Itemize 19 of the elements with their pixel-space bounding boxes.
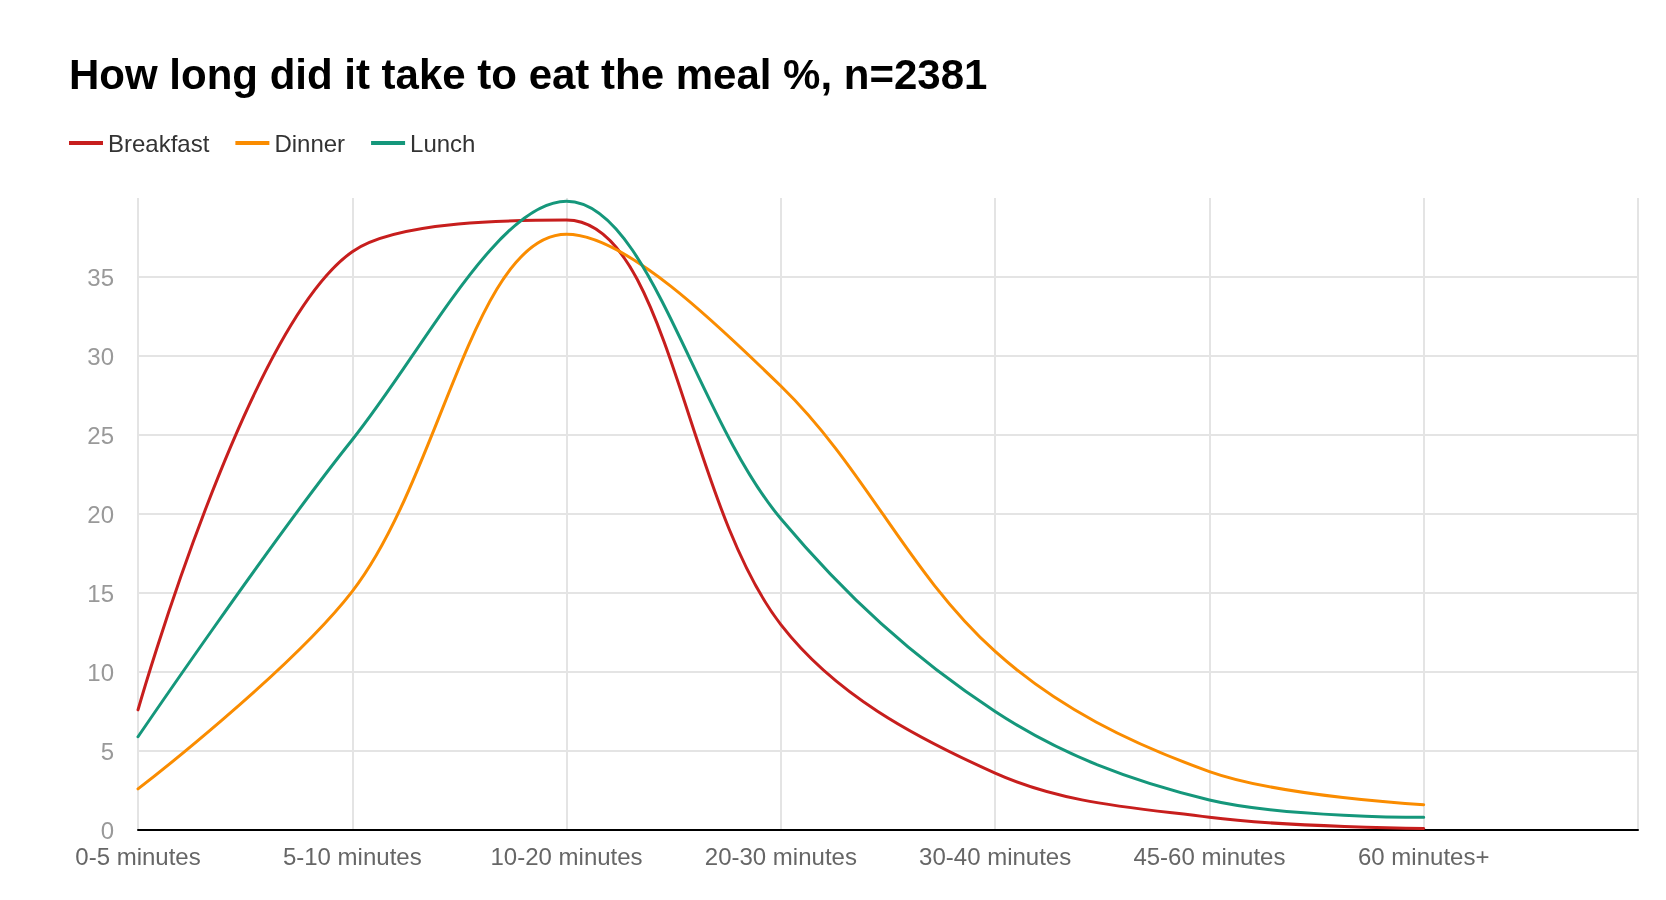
x-tick-label: 45-60 minutes: [1133, 842, 1286, 870]
y-tick-label: 5: [100, 737, 114, 765]
y-tick-label: 15: [87, 579, 114, 607]
x-tick-label: 60 minutes+: [1358, 842, 1490, 870]
x-tick-label: 0-5 minutes: [75, 842, 201, 870]
y-tick-label: 35: [87, 263, 114, 291]
y-tick-label: 30: [87, 342, 114, 370]
x-tick-label: 10-20 minutes: [490, 842, 643, 870]
legend-label: Dinner: [274, 129, 346, 157]
x-tick-label: 20-30 minutes: [704, 842, 857, 870]
legend-label: Breakfast: [108, 129, 210, 157]
chart-title: How long did it take to eat the meal %, n=2381: [69, 50, 988, 98]
y-tick-label: 25: [87, 421, 114, 449]
y-tick-label: 20: [87, 500, 114, 528]
x-tick-label: 30-40 minutes: [919, 842, 1072, 870]
y-tick-label: 0: [100, 816, 114, 844]
x-tick-label: 5-10 minutes: [282, 842, 422, 870]
legend-label: Lunch: [410, 129, 476, 157]
y-tick-label: 10: [87, 658, 114, 686]
